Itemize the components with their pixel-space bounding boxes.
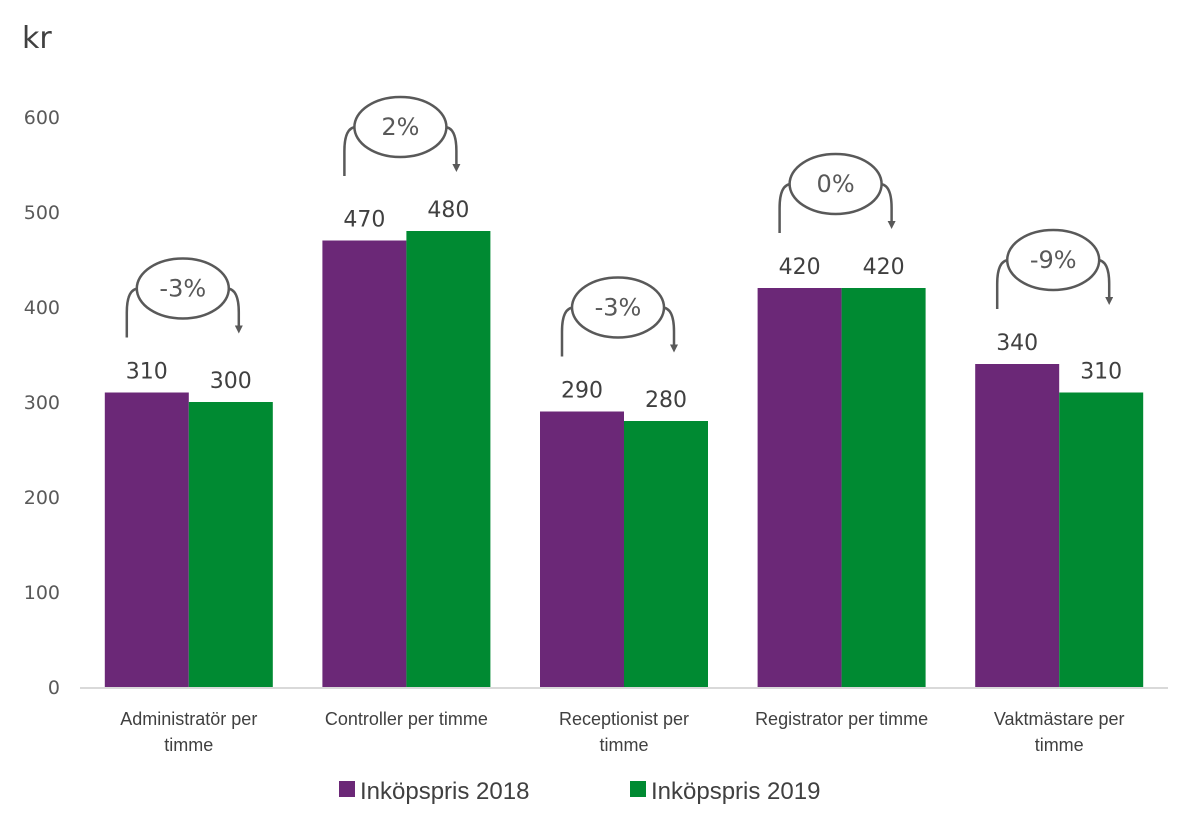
bar-2018 [975, 364, 1060, 687]
data-label: 300 [210, 369, 252, 394]
y-tick-label: 400 [24, 297, 60, 319]
x-tick-label: timme [600, 735, 649, 755]
change-annotation: 2% [343, 95, 461, 176]
x-tick-label: Receptionist per [559, 709, 689, 729]
change-ellipse [135, 257, 231, 320]
data-label: 420 [779, 255, 821, 280]
data-label: 310 [1080, 360, 1122, 385]
change-ellipse [353, 95, 448, 159]
change-ellipse [570, 276, 666, 339]
change-annotation: -3% [125, 257, 243, 338]
x-tick-label: Vaktmästare per [994, 709, 1125, 729]
change-percent-label: -9% [1030, 246, 1077, 274]
bar-2018 [322, 240, 407, 687]
y-tick-label: 0 [48, 677, 60, 699]
data-label: 470 [343, 208, 385, 233]
change-percent-label: 2% [381, 113, 419, 141]
change-annotation: -3% [560, 276, 678, 357]
x-axis-categories: Administratör per timme Controller per tim… [120, 709, 1124, 755]
bar-2018 [540, 411, 624, 687]
y-tick-label: 300 [24, 392, 60, 414]
bars [104, 231, 1144, 687]
y-tick-label: 500 [24, 202, 60, 224]
x-tick-label: Registrator per timme [755, 709, 928, 729]
legend-label: Inköpspris 2018 [360, 778, 529, 805]
x-tick-label: Administratör per [120, 709, 257, 729]
bar-2019 [841, 288, 926, 687]
change-ellipse [788, 152, 883, 216]
y-tick-label: 600 [24, 107, 60, 129]
data-label: 310 [126, 360, 168, 385]
y-axis: 0 100 200 300 400 500 600 [24, 107, 60, 699]
data-label: 290 [561, 379, 603, 404]
data-label: 480 [427, 198, 469, 223]
legend-label: Inköpspris 2019 [651, 778, 820, 805]
change-annotation: 0% [778, 152, 896, 233]
y-tick-label: 100 [24, 582, 60, 604]
data-label: 420 [863, 255, 905, 280]
change-ellipse [1005, 228, 1101, 292]
change-percent-label: 0% [817, 170, 855, 198]
bar-2019 [1059, 392, 1144, 687]
legend-swatch [339, 781, 355, 797]
bar-2018 [104, 392, 189, 687]
change-percent-label: -3% [159, 275, 206, 303]
change-annotation: -9% [995, 228, 1114, 309]
bar-2019 [406, 231, 491, 687]
y-axis-unit-label: kr [22, 21, 52, 56]
bar-2019 [188, 402, 273, 687]
change-percent-label: -3% [595, 294, 642, 322]
bar-2018 [757, 288, 842, 687]
y-tick-label: 200 [24, 487, 60, 509]
data-labels: 310 300 470 480 290 280 420 420 340 310 [126, 198, 1122, 413]
data-label: 340 [996, 331, 1038, 356]
x-tick-label: Controller per timme [325, 709, 488, 729]
change-annotations: -3% 2% -3% 0% -9% [125, 95, 1114, 357]
x-tick-label: timme [1035, 735, 1084, 755]
bar-2019 [624, 421, 708, 687]
legend-swatch [630, 781, 646, 797]
x-tick-label: timme [164, 735, 213, 755]
data-label: 280 [645, 388, 687, 413]
legend: Inköpspris 2018 Inköpspris 2019 [339, 778, 820, 805]
